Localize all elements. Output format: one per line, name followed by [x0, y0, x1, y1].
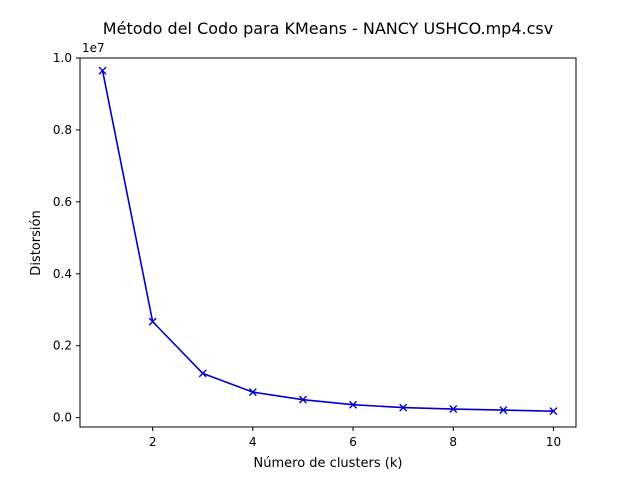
y-tick-label: 0.4 — [53, 267, 72, 281]
y-tick-label: 0.6 — [53, 195, 72, 209]
x-tick-label: 4 — [249, 435, 257, 449]
x-tick-label: 6 — [349, 435, 357, 449]
data-point-marker — [499, 406, 508, 415]
x-tick-label: 2 — [149, 435, 157, 449]
data-point-marker — [349, 400, 358, 409]
y-axis-label: Distorsión — [29, 210, 44, 275]
x-tick-label: 10 — [546, 435, 561, 449]
y-tick-label: 0.8 — [53, 123, 72, 137]
y-tick-label: 1.0 — [53, 51, 72, 65]
data-point-marker — [198, 369, 207, 378]
data-point-marker — [148, 317, 157, 326]
plot-frame — [79, 57, 577, 428]
data-point-marker — [449, 405, 458, 414]
x-tick-label: 8 — [449, 435, 457, 449]
plot-area: 2 4 6 8 10 0.0 0.2 0.4 0.6 0.8 1.0 — [53, 51, 577, 449]
data-point-marker — [98, 66, 107, 75]
x-axis-label: Número de clusters (k) — [254, 456, 403, 471]
y-tick-label: 0.0 — [53, 411, 72, 425]
data-point-marker — [248, 388, 257, 397]
y-tick-label: 0.2 — [53, 339, 72, 353]
data-point-marker — [549, 407, 558, 416]
data-point-marker — [298, 395, 307, 404]
data-point-marker — [399, 403, 408, 412]
chart-title: Método del Codo para KMeans - NANCY USHC… — [103, 19, 553, 38]
y-offset-label: 1e7 — [82, 41, 105, 55]
series-line — [101, 70, 554, 412]
